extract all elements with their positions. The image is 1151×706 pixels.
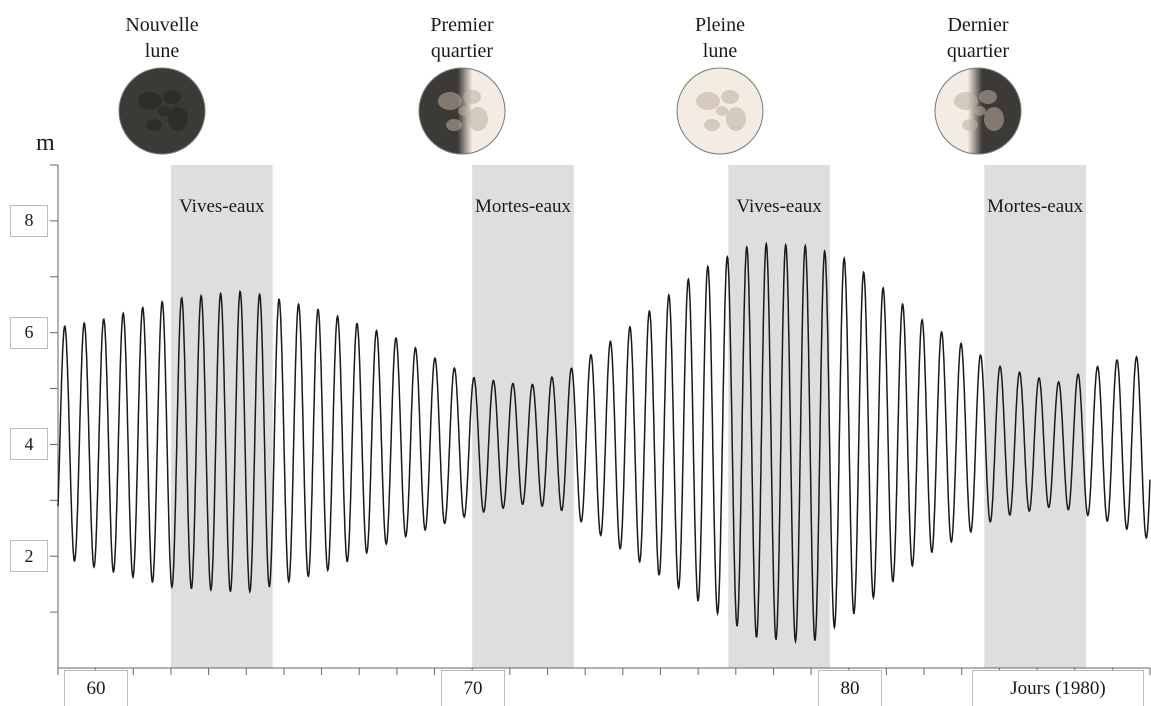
moon-label-line2: quartier: [946, 40, 1010, 62]
y-tick-label: 6: [10, 316, 48, 349]
zone-label-0: Vives-eaux: [179, 196, 265, 217]
x-tick-label: 70: [441, 670, 505, 706]
new-moon-icon: [118, 67, 206, 155]
first-quarter-moon-icon: [418, 67, 506, 155]
moon-label-line2: lune: [702, 40, 738, 62]
moon-label-line1: Nouvelle: [125, 14, 199, 36]
moon-label-line2: lune: [144, 40, 180, 62]
x-tick-label: 80: [818, 670, 882, 706]
zone-band-2: [728, 165, 830, 668]
x-tick-label: 60: [64, 670, 128, 706]
tide-series-line: [57, 241, 1151, 645]
moon-label-line1: Dernier: [947, 14, 1009, 36]
zone-label-3: Mortes-eaux: [987, 196, 1084, 217]
full-moon-icon: [676, 67, 764, 155]
zone-band-1: [472, 165, 574, 668]
y-axis-unit: m: [36, 130, 55, 156]
moon-label-new: Nouvelle lune: [87, 12, 237, 64]
zone-label-2: Vives-eaux: [736, 196, 822, 217]
y-tick-label: 4: [10, 428, 48, 461]
moon-label-line2: quartier: [430, 40, 494, 62]
moon-label-line1: Pleine: [695, 14, 745, 36]
moon-label-first-quarter: Premier quartier: [387, 12, 537, 64]
moon-label-last-quarter: Dernier quartier: [903, 12, 1053, 64]
tide-zones: Vives-eaux Mortes-eaux Vives-eaux Mortes-ea…: [170, 165, 1086, 668]
y-tick-label: 8: [10, 204, 48, 237]
x-axis-title: Jours (1980): [972, 670, 1144, 706]
moon-label-line1: Premier: [430, 14, 494, 36]
zone-label-1: Mortes-eaux: [475, 196, 572, 217]
moon-icons: [118, 67, 1022, 155]
y-tick-label: 2: [10, 540, 48, 573]
last-quarter-moon-icon: [934, 67, 1022, 155]
moon-label-full: Pleine lune: [645, 12, 795, 64]
